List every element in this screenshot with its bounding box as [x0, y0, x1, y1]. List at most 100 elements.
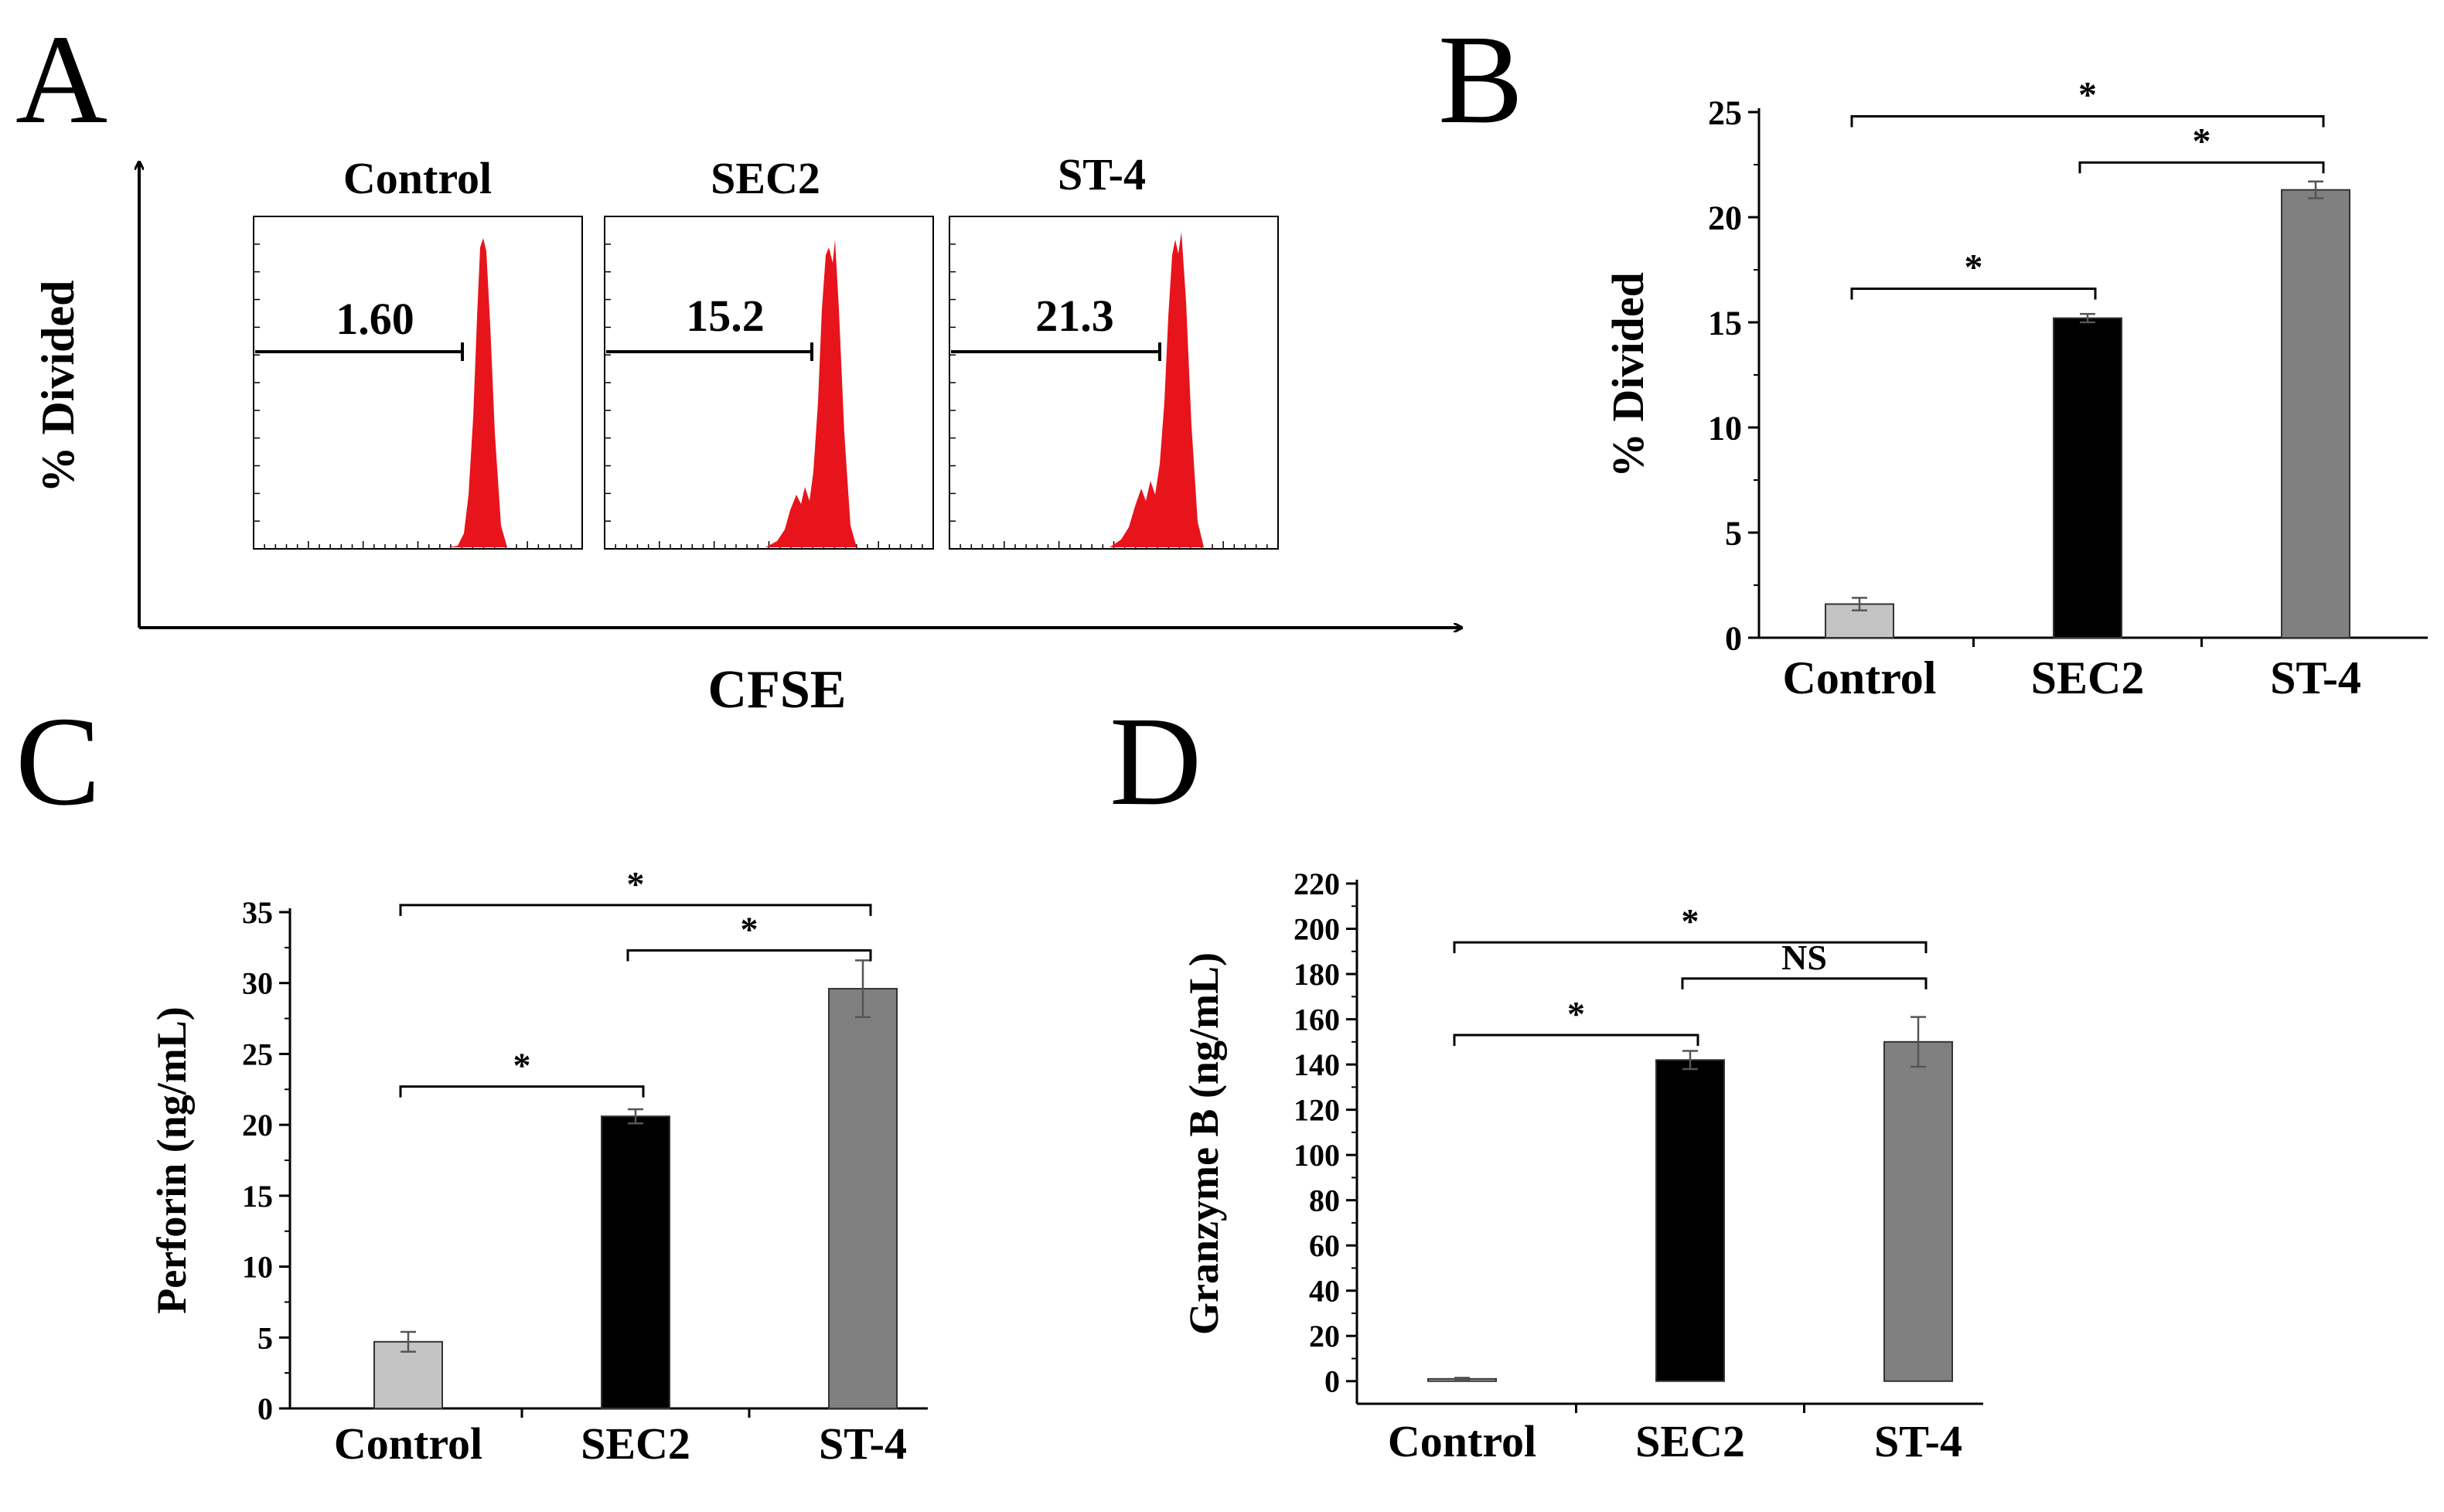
- y-tick-label: 15: [242, 1179, 273, 1214]
- y-tick-label: 20: [1309, 1319, 1340, 1354]
- y-tick-label: 20: [1708, 199, 1742, 237]
- error-bar-sec2: [2080, 312, 2095, 324]
- category-label: Control: [334, 1418, 482, 1469]
- significance-label: *: [513, 1046, 531, 1085]
- panel-d-bar-chart: 0 20 40 60 80 100 120 140 160 180 200 220 Granzyme B…: [1181, 867, 1983, 1466]
- error-bar-st-4: [2308, 180, 2323, 199]
- histogram-ticks-st4: [949, 243, 1268, 549]
- histogram-peak-st4: [1110, 232, 1204, 547]
- y-tick-label: 0: [1725, 619, 1742, 657]
- bar-sec2: [601, 1115, 670, 1409]
- y-tick-label: 5: [1725, 514, 1742, 552]
- panel-letter-d: D: [1110, 690, 1202, 832]
- y-tick-label: 140: [1294, 1047, 1340, 1082]
- category-label: ST-4: [819, 1418, 907, 1469]
- category-label: Control: [1388, 1416, 1536, 1466]
- significance-bracket: [2078, 161, 2325, 174]
- panel-a-x-label: CFSE: [708, 660, 847, 720]
- histogram-frame-sec2: [604, 216, 934, 550]
- histogram-sec2: 15.2 SEC2: [604, 153, 934, 550]
- significance-label: *: [1567, 994, 1585, 1034]
- significance-label: *: [2193, 121, 2211, 162]
- category-label: ST-4: [2270, 652, 2361, 703]
- significance-label: *: [1682, 901, 1699, 941]
- significance-label: NS: [1781, 938, 1827, 977]
- significance-bracket: [1453, 1034, 1699, 1047]
- y-tick-label: 0: [257, 1391, 273, 1426]
- panel-letter-b: B: [1438, 9, 1523, 150]
- y-tick-label: 35: [242, 895, 273, 930]
- histogram-frame-control: [253, 216, 583, 550]
- gate-value-sec2: 15.2: [686, 291, 765, 341]
- significance-label: *: [1965, 247, 1983, 288]
- y-tick-label: 60: [1309, 1228, 1340, 1263]
- y-tick-label: 160: [1294, 1003, 1340, 1037]
- y-tick-label: 25: [1708, 94, 1742, 131]
- histogram-title-control: Control: [343, 153, 492, 203]
- histogram-st4: 21.3 ST-4: [949, 149, 1279, 550]
- histogram-ticks-sec2: [605, 243, 923, 549]
- histogram-title-sec2: SEC2: [711, 153, 820, 203]
- y-tick-label: 25: [242, 1037, 273, 1071]
- y-tick-label: 100: [1294, 1138, 1340, 1173]
- histogram-peak-control: [448, 238, 507, 547]
- histogram-peak-sec2: [765, 240, 857, 547]
- bar-sec2: [2053, 317, 2122, 639]
- histogram-title-st4: ST-4: [1058, 149, 1146, 199]
- significance-bracket: [1850, 287, 2097, 300]
- significance-label: *: [627, 864, 645, 904]
- y-tick-label: 180: [1294, 957, 1340, 992]
- panel-letter-a: A: [15, 9, 107, 150]
- significance-bracket: [1681, 977, 1928, 989]
- bar-st-4: [2281, 189, 2350, 639]
- significance-bracket: [1453, 941, 1928, 954]
- panel-letter-c: C: [15, 690, 101, 832]
- y-tick-label: 30: [242, 966, 273, 1001]
- gate-value-control: 1.60: [336, 294, 414, 344]
- error-bar-st-4: [1911, 1016, 1926, 1068]
- panel-a-y-label: % Divided: [32, 280, 84, 492]
- panel-c-bar-chart: 0 5 10 15 20 25 30 35 Perforin (ng/mL) Control SEC…: [148, 864, 928, 1469]
- error-bar-st-4: [855, 959, 871, 1018]
- panel-b-y-label: % Divided: [1603, 272, 1653, 478]
- y-tick-label: 220: [1294, 867, 1340, 901]
- error-bar-sec2: [1682, 1050, 1698, 1071]
- bar-control: [373, 1340, 443, 1409]
- error-bar-control: [1454, 1377, 1470, 1381]
- y-tick-label: 80: [1309, 1183, 1340, 1218]
- bar-st-4: [1883, 1040, 1953, 1382]
- bar-st-4: [828, 988, 898, 1409]
- panel-d-y-label: Granzyme B (ng/mL): [1181, 952, 1227, 1335]
- y-tick-label: 5: [257, 1320, 273, 1355]
- y-tick-label: 20: [242, 1108, 273, 1143]
- bar-sec2: [1655, 1059, 1725, 1382]
- histogram-control: 1.60 Control: [253, 153, 583, 550]
- y-tick-label: 200: [1294, 912, 1340, 947]
- y-tick-label: 40: [1309, 1274, 1340, 1309]
- y-tick-label: 0: [1324, 1364, 1340, 1399]
- y-tick-label: 10: [242, 1250, 273, 1285]
- significance-bracket: [399, 1085, 645, 1098]
- significance-label: *: [2078, 74, 2097, 115]
- gate-value-st4: 21.3: [1035, 291, 1114, 341]
- significance-bracket: [399, 904, 872, 916]
- y-tick-label: 10: [1708, 409, 1742, 447]
- error-bar-control: [401, 1330, 416, 1353]
- histogram-ticks-control: [254, 243, 572, 549]
- histogram-frame-st4: [949, 216, 1279, 550]
- significance-bracket: [1850, 114, 2325, 128]
- gate-line-sec2: [606, 342, 813, 361]
- error-bar-sec2: [628, 1108, 643, 1125]
- category-label: ST-4: [1874, 1416, 1962, 1466]
- category-label: SEC2: [2031, 652, 2145, 703]
- y-tick-label: 15: [1708, 304, 1742, 342]
- panel-b-bar-chart: 0 5 10 15 20 25 % Divided Control SEC2 ST-4 * * *: [1603, 74, 2428, 703]
- category-label: Control: [1783, 652, 1937, 703]
- category-label: SEC2: [581, 1418, 690, 1469]
- category-label: SEC2: [1635, 1416, 1745, 1466]
- significance-label: *: [741, 910, 758, 949]
- significance-bracket: [626, 949, 872, 962]
- gate-line-control: [255, 342, 464, 361]
- panel-a-histograms: % Divided CFSE 1.60 Control 15.2 SEC2 21…: [32, 149, 1461, 720]
